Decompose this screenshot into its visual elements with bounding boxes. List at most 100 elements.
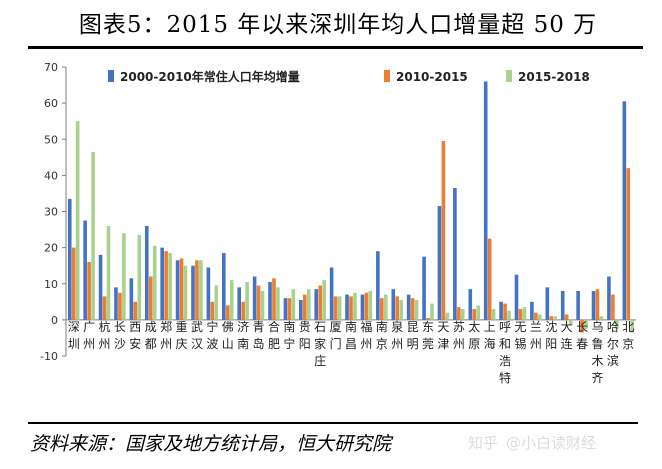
bar-series-3 <box>199 260 203 320</box>
bar-series-2 <box>595 289 600 320</box>
bar-series-2 <box>318 285 322 320</box>
x-category-label: 重庆 <box>176 320 188 351</box>
legend-label: 2015-2018 <box>518 70 590 84</box>
bar-series-2 <box>164 251 168 320</box>
bar-series-1 <box>299 300 303 320</box>
bar-series-3 <box>214 285 219 320</box>
bar-series-2 <box>118 292 122 320</box>
bar-series-3 <box>91 151 95 320</box>
bar-series-3 <box>383 294 388 320</box>
bar-series-1 <box>376 251 380 320</box>
bar-series-2 <box>241 301 245 320</box>
bar-series-3 <box>122 233 126 320</box>
x-category-label: 长春 <box>576 320 588 351</box>
bar-series-3 <box>445 312 450 320</box>
bar-series-2 <box>71 247 76 320</box>
watermark-author: @小白读财经 <box>506 434 597 452</box>
bar-series-3 <box>291 289 296 320</box>
bar-series-2 <box>426 318 430 320</box>
bar-series-2 <box>195 260 199 320</box>
bar-series-3 <box>507 310 511 320</box>
bar-series-1 <box>422 256 426 320</box>
bar-series-3 <box>353 292 357 320</box>
legend-label: 2010-2015 <box>396 70 468 84</box>
bar-series-2 <box>302 294 307 320</box>
bar-series-2 <box>518 309 523 320</box>
source-note: 资料来源：国家及地方统计局，恒大研究院 <box>30 433 392 455</box>
x-category-label: 郑州 <box>160 319 172 351</box>
x-category-label: 西安 <box>129 320 141 351</box>
bar-series-1 <box>175 260 180 320</box>
x-category-label: 泉州 <box>391 320 403 351</box>
title-bar: 图表5：2015 年以来深圳年均人口增量超 50 万 <box>28 2 648 42</box>
x-category-label: 成都 <box>145 320 157 351</box>
legend-swatch <box>506 70 512 82</box>
bar-series-1 <box>67 198 72 320</box>
bar-series-1 <box>206 267 211 320</box>
bar-series-1 <box>437 206 442 320</box>
bar-series-2 <box>272 278 276 320</box>
x-category-label: 南昌 <box>345 319 357 351</box>
bar-series-3 <box>152 245 157 320</box>
bar-series-3 <box>276 287 280 320</box>
bar-series-3 <box>522 307 527 320</box>
bar-series-3 <box>630 319 635 333</box>
bar-series-3 <box>183 265 188 320</box>
bar-series-3 <box>399 300 403 320</box>
bar-series-3 <box>75 121 80 320</box>
bar-series-1 <box>545 287 550 320</box>
population-increment-chart: -10 0 10 20 30 40 50 60 70 深圳广州杭州长沙西安成都郑州重庆武汉宁波佛… <box>40 61 636 385</box>
bar-series-2 <box>564 314 569 320</box>
bar-series-2 <box>503 303 507 320</box>
legend-swatch <box>384 70 390 82</box>
bars <box>67 81 635 333</box>
x-category-label: 太原 <box>468 319 480 351</box>
bar-series-1 <box>268 281 272 320</box>
x-category-label: 合肥 <box>268 319 280 351</box>
bar-series-1 <box>453 188 457 320</box>
bar-series-2 <box>410 298 415 320</box>
x-category-label: 南京 <box>376 319 388 351</box>
bar-series-1 <box>114 287 118 320</box>
bar-series-2 <box>472 309 477 320</box>
bar-series-3 <box>430 303 434 320</box>
bar-series-3 <box>260 290 265 320</box>
x-category-label: 呼和浩特 <box>499 320 511 385</box>
bar-series-3 <box>368 290 373 320</box>
bar-series-2 <box>364 292 369 320</box>
bar-series-1 <box>98 254 103 320</box>
bar-series-3 <box>491 309 496 320</box>
bar-series-2 <box>256 285 261 320</box>
bar-series-1 <box>160 247 164 320</box>
bar-series-2 <box>534 312 538 320</box>
x-category-label: 哈尔滨 <box>607 320 619 368</box>
x-category-label: 武汉 <box>191 320 203 351</box>
y-tick-label: 0 <box>51 314 58 327</box>
x-category-label: 贵阳 <box>299 320 311 351</box>
x-category-label: 苏州 <box>453 320 465 351</box>
bar-series-1 <box>345 294 349 320</box>
x-category-label: 兰州 <box>530 320 542 351</box>
bar-series-1 <box>560 290 565 320</box>
bar-series-2 <box>333 296 338 320</box>
y-tick-label: 50 <box>44 133 58 146</box>
bar-series-2 <box>457 307 461 320</box>
bar-series-3 <box>322 280 326 320</box>
x-category-label: 乌鲁木齐 <box>591 319 603 385</box>
bar-series-2 <box>487 238 492 320</box>
legend-swatch <box>108 70 114 82</box>
x-category-label: 福州 <box>360 319 372 351</box>
y-tick-label: 60 <box>44 97 58 110</box>
y-tick-label: 30 <box>44 206 58 219</box>
bar-series-1 <box>576 290 580 320</box>
x-category-label: 北京 <box>622 320 634 351</box>
bar-series-3 <box>615 319 619 329</box>
bar-series-1 <box>237 287 241 320</box>
bar-series-1 <box>622 101 627 320</box>
x-category-label: 沈阳 <box>545 319 557 351</box>
bar-series-3 <box>106 225 111 320</box>
page-title: 图表5：2015 年以来深圳年均人口增量超 50 万 <box>78 12 598 38</box>
bar-series-2 <box>87 262 91 320</box>
x-category-label: 广州 <box>83 320 95 351</box>
bar-series-1 <box>222 253 226 320</box>
